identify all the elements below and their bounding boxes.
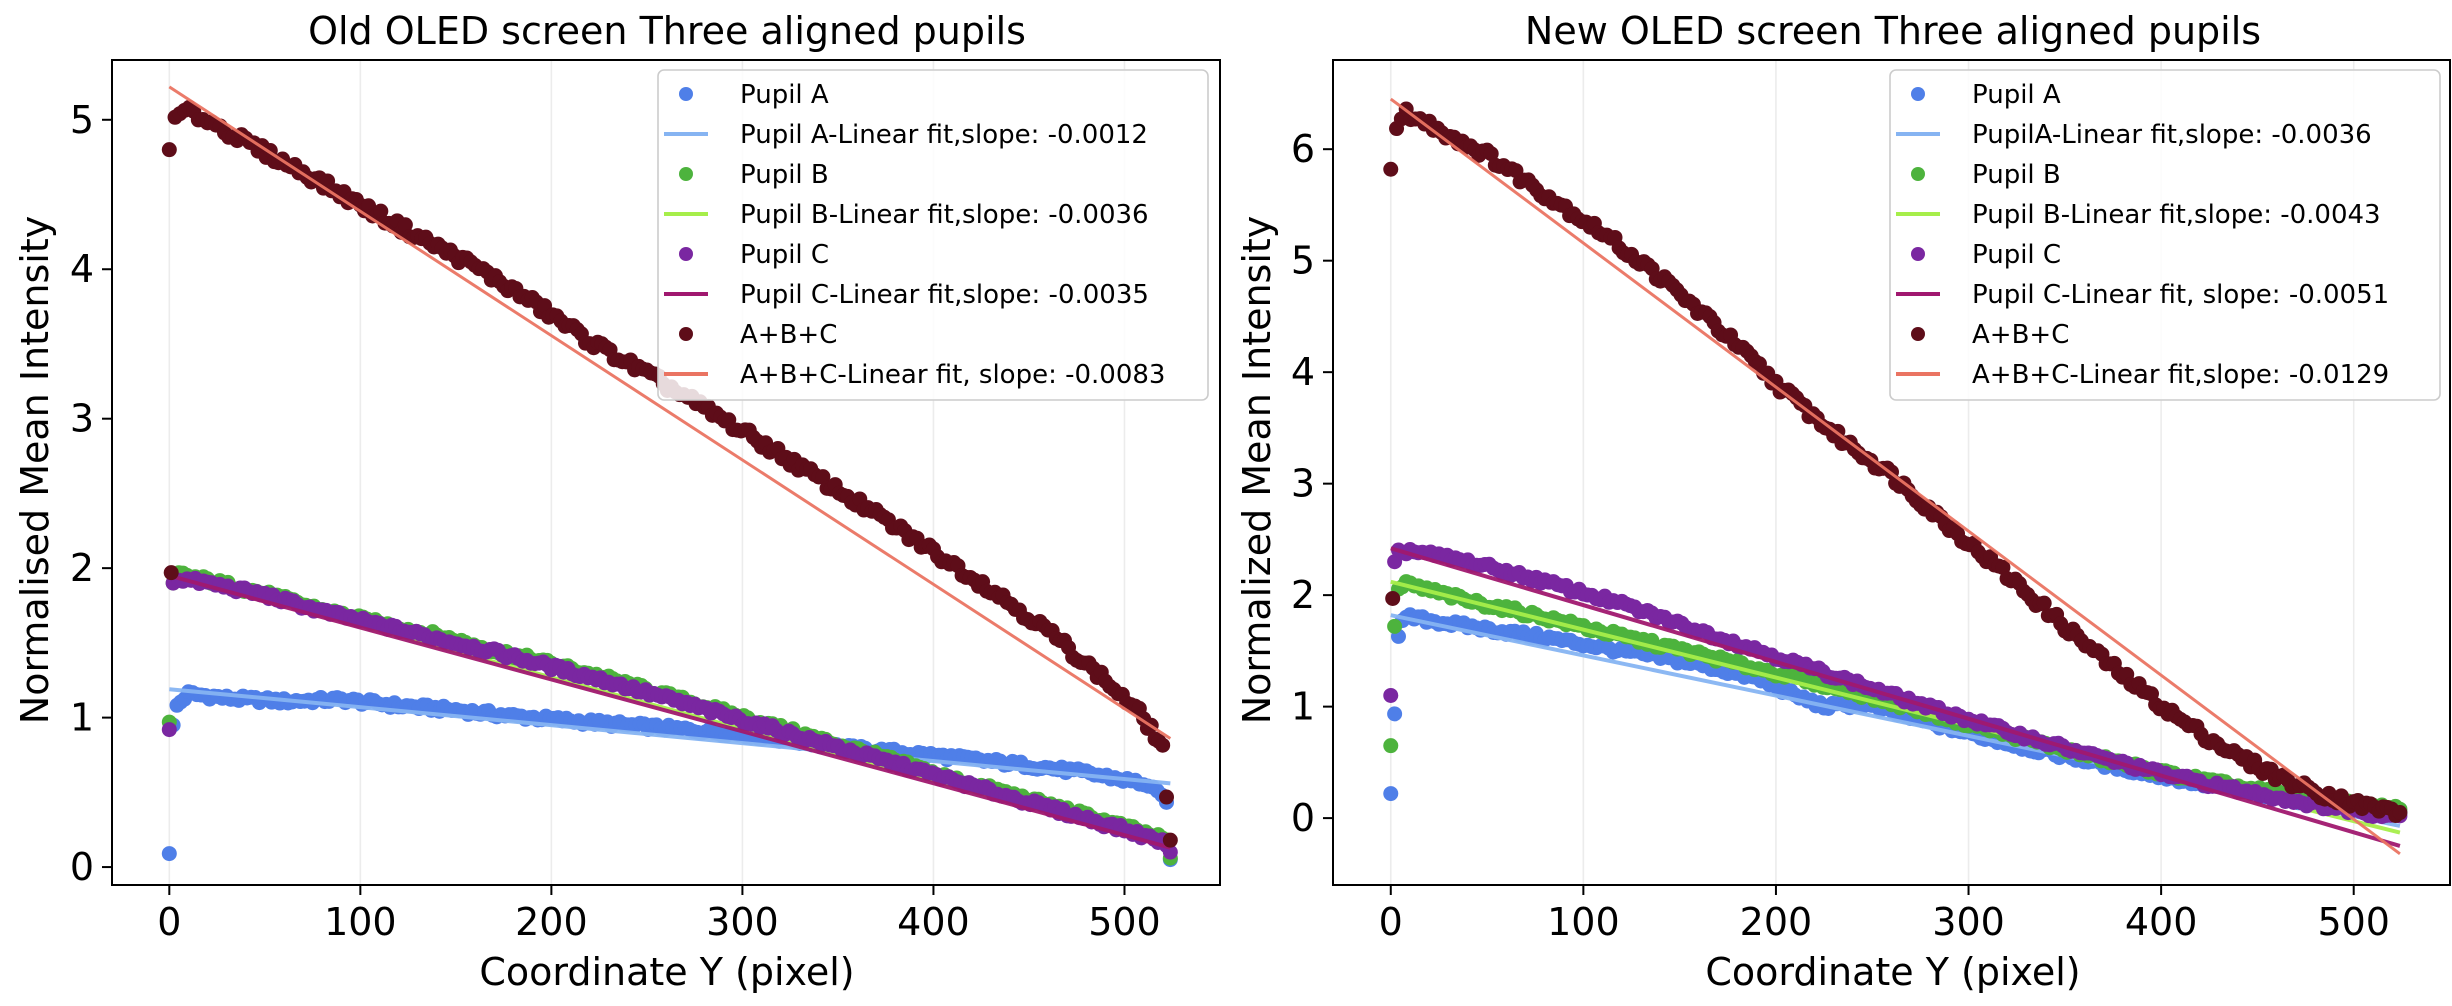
series <box>1390 546 2401 848</box>
plot-area <box>1383 97 2408 855</box>
y-axis-label: Normalized Mean Intensity <box>1235 216 1279 725</box>
legend-label: Pupil C-Linear fit,slope: -0.0035 <box>740 280 1149 310</box>
x-axis-label: Coordinate Y (pixel) <box>1705 950 2080 994</box>
data-point <box>1483 146 1499 162</box>
data-point <box>2036 595 2052 611</box>
data-point <box>161 846 177 862</box>
x-tick-label: 500 <box>1088 900 1161 944</box>
legend-marker <box>1911 247 1925 261</box>
data-point <box>397 217 413 233</box>
fit-line <box>168 85 1172 740</box>
data-point <box>1385 590 1401 606</box>
legend-marker <box>1911 87 1925 101</box>
y-tick-label: 0 <box>70 845 94 889</box>
legend: Pupil A PupilA-Linear fit,slope: -0.0036 P… <box>1889 69 2441 401</box>
data-point <box>1387 706 1403 722</box>
plot-frame <box>1332 59 2451 886</box>
y-tick-label: 3 <box>70 397 94 441</box>
plot-frame <box>111 59 1221 886</box>
data-point <box>1383 161 1399 177</box>
legend-marker <box>679 247 693 261</box>
legend-frame <box>657 69 1209 401</box>
y-tick-label: 1 <box>1291 685 1315 729</box>
legend-label: Pupil C <box>1972 240 2061 270</box>
data-point <box>815 469 831 485</box>
legend-label: Pupil C-Linear fit, slope: -0.0051 <box>1972 280 2389 310</box>
series <box>168 85 1172 740</box>
legend-label: A+B+C <box>1972 320 2069 350</box>
legend-label: Pupil A <box>740 80 829 110</box>
legend-label: Pupil A-Linear fit,slope: -0.0012 <box>740 120 1148 150</box>
legend-marker <box>679 87 693 101</box>
legend-label: A+B+C-Linear fit, slope: -0.0083 <box>740 360 1165 390</box>
y-tick-label: 5 <box>70 98 94 142</box>
x-tick-label: 0 <box>1379 900 1403 944</box>
legend-marker <box>679 167 693 181</box>
chart-title: Old OLED screen Three aligned pupils <box>308 9 1026 53</box>
data-point <box>1155 737 1171 753</box>
x-tick-label: 100 <box>324 900 397 944</box>
fit-line <box>169 687 1171 786</box>
x-tick-label: 400 <box>2125 900 2198 944</box>
legend-marker <box>1911 327 1925 341</box>
legend-label: Pupil A <box>1972 80 2061 110</box>
series <box>169 687 1171 786</box>
x-tick-label: 300 <box>706 900 779 944</box>
y-tick-label: 3 <box>1291 462 1315 506</box>
legend-marker <box>679 327 693 341</box>
legend-label: Pupil C <box>740 240 829 270</box>
y-axis-label: Normalised Mean Intensity <box>13 216 57 724</box>
x-tick-label: 300 <box>1932 900 2005 944</box>
y-tick-label: 2 <box>70 546 94 590</box>
axes: 0 100 200 300 400 500 0 1 2 3 4 5 6 <box>1291 127 2390 944</box>
x-tick-label: 200 <box>515 900 588 944</box>
y-tick-label: 4 <box>1291 350 1315 394</box>
data-point <box>1383 738 1399 754</box>
legend: Pupil A Pupil A-Linear fit,slope: -0.0012… <box>657 69 1209 401</box>
legend-marker <box>1911 167 1925 181</box>
fit-line <box>168 573 1171 850</box>
legend-label: A+B+C-Linear fit,slope: -0.0129 <box>1972 360 2389 390</box>
legend-label: A+B+C <box>740 320 837 350</box>
chart-panel-old-oled: Old OLED screen Three aligned pupils Coo… <box>13 9 1221 994</box>
y-tick-label: 6 <box>1291 127 1315 171</box>
legend-label: Pupil B-Linear fit,slope: -0.0043 <box>1972 200 2381 230</box>
y-tick-label: 4 <box>70 247 94 291</box>
legend-label: Pupil B-Linear fit,slope: -0.0036 <box>740 200 1149 230</box>
data-point <box>1162 832 1178 848</box>
x-tick-label: 0 <box>157 900 181 944</box>
y-tick-label: 2 <box>1291 573 1315 617</box>
x-tick-label: 500 <box>2317 900 2390 944</box>
data-point <box>1159 789 1175 805</box>
x-tick-label: 200 <box>1740 900 1813 944</box>
x-axis-label: Coordinate Y (pixel) <box>479 950 854 994</box>
chart-panel-new-oled: New OLED screen Three aligned pupils Coo… <box>1235 9 2451 994</box>
legend-label: Pupil B <box>1972 160 2061 190</box>
legend-label: Pupil B <box>740 160 829 190</box>
chart-title: New OLED screen Three aligned pupils <box>1525 9 2261 53</box>
legend-label: PupilA-Linear fit,slope: -0.0036 <box>1972 120 2372 150</box>
y-tick-label: 1 <box>70 696 94 740</box>
y-tick-label: 5 <box>1291 239 1315 283</box>
series <box>1389 97 2401 855</box>
legend-frame <box>1889 69 2441 401</box>
series <box>168 573 1171 850</box>
data-point <box>163 565 179 581</box>
y-tick-label: 0 <box>1291 796 1315 840</box>
data-point <box>161 722 177 738</box>
axes: 0 100 200 300 400 500 0 1 2 3 4 5 <box>70 98 1161 944</box>
data-point <box>1383 786 1399 802</box>
data-point <box>161 142 177 158</box>
x-tick-label: 400 <box>897 900 970 944</box>
data-point <box>1383 687 1399 703</box>
data-point <box>1995 559 2011 575</box>
data-point <box>373 203 389 219</box>
fit-line <box>1389 97 2401 855</box>
data-point <box>2392 805 2408 821</box>
fit-line <box>1390 546 2401 848</box>
data-point <box>1387 618 1403 634</box>
x-tick-label: 100 <box>1547 900 1620 944</box>
